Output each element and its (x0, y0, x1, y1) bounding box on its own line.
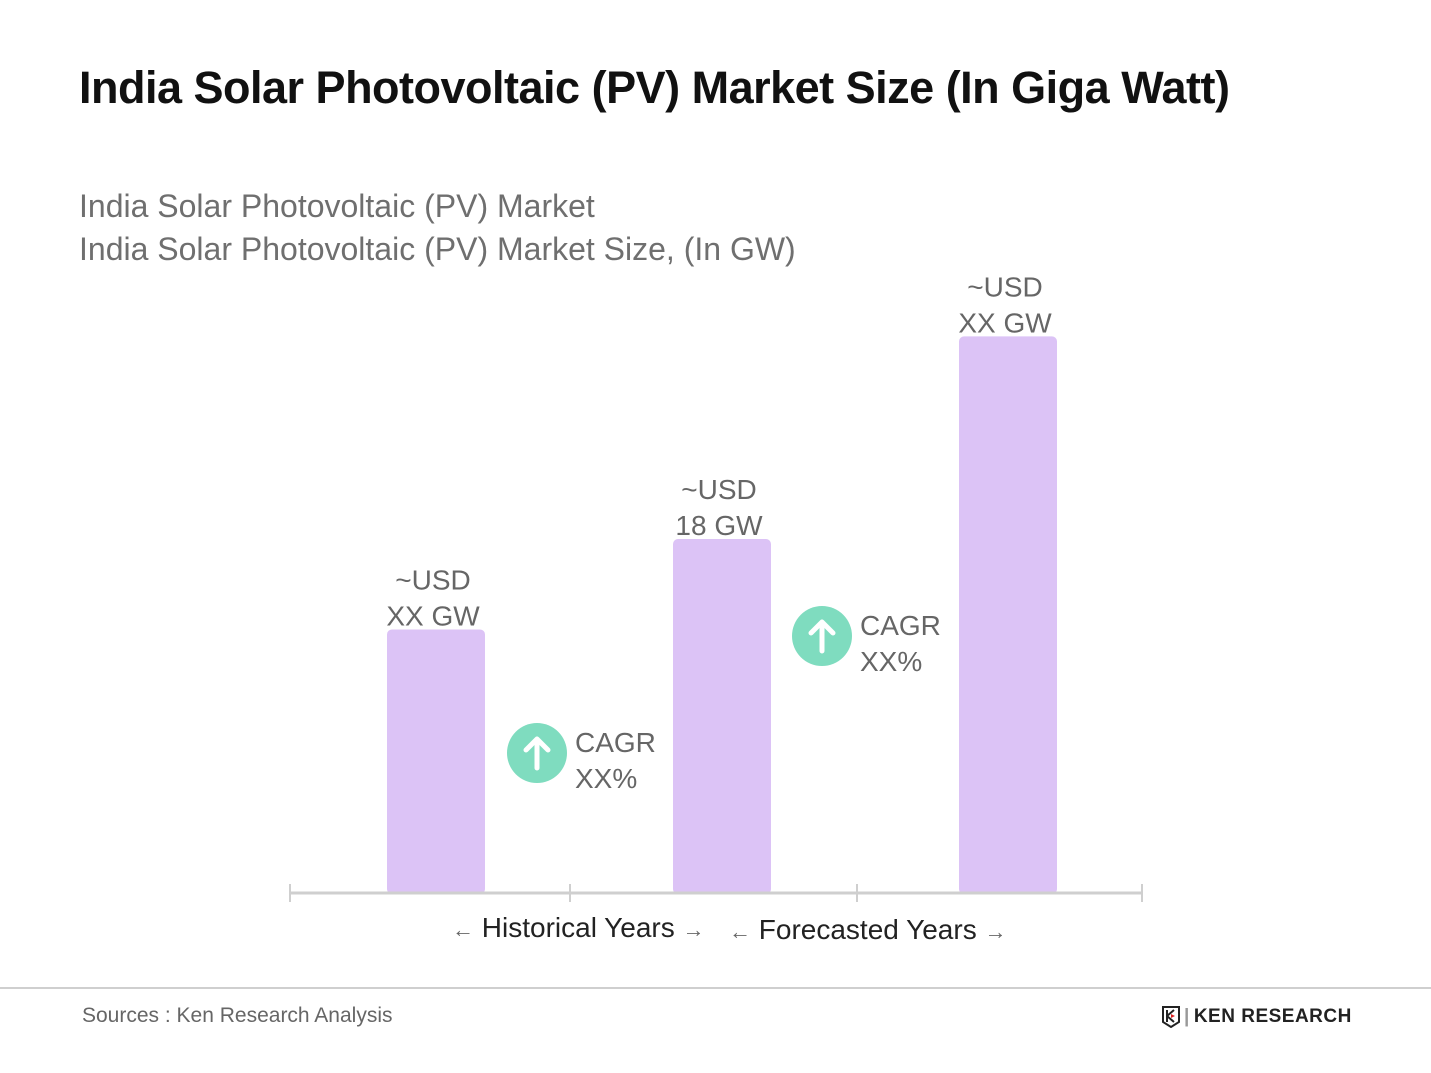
bar (959, 336, 1057, 894)
data-label: ~USD (395, 564, 470, 595)
data-label: 18 GW (675, 510, 763, 541)
data-label: ~USD (681, 474, 756, 505)
cagr-label: CAGR (860, 610, 941, 641)
cagr-label: XX% (575, 763, 637, 794)
data-label: XX GW (958, 307, 1052, 338)
arrow-up-icon (808, 619, 836, 654)
data-label: ~USD (967, 271, 1042, 302)
chart-subtitle-2: India Solar Photovoltaic (PV) Market Siz… (79, 231, 796, 267)
bar (673, 539, 771, 894)
forecasted-years-label: ← Forecasted Years → (729, 914, 1006, 946)
arrow-right-icon: → (682, 917, 705, 942)
footer-divider (0, 987, 1431, 989)
logo-mark-icon (1162, 1006, 1180, 1028)
historical-years-text: Historical Years (481, 912, 675, 943)
arrow-right-icon: → (984, 919, 1007, 944)
bar (387, 629, 485, 894)
chart-title: India Solar Photovoltaic (PV) Market Siz… (79, 62, 1230, 113)
ken-research-logo: | KEN RESEARCH (1162, 1006, 1352, 1028)
forecasted-years-text: Forecasted Years (758, 914, 977, 945)
historical-years-label: ← Historical Years → (452, 912, 705, 944)
cagr-label: CAGR (575, 727, 656, 758)
arrow-left-icon: ← (452, 917, 474, 942)
arrow-up-icon (523, 736, 551, 771)
logo-text: KEN RESEARCH (1193, 1006, 1352, 1027)
arrow-left-icon: ← (729, 919, 751, 944)
chart-subtitle-1: India Solar Photovoltaic (PV) Market (79, 188, 595, 224)
source-note: Sources : Ken Research Analysis (82, 1004, 393, 1027)
data-label: XX GW (386, 600, 480, 631)
cagr-label: XX% (860, 646, 922, 677)
